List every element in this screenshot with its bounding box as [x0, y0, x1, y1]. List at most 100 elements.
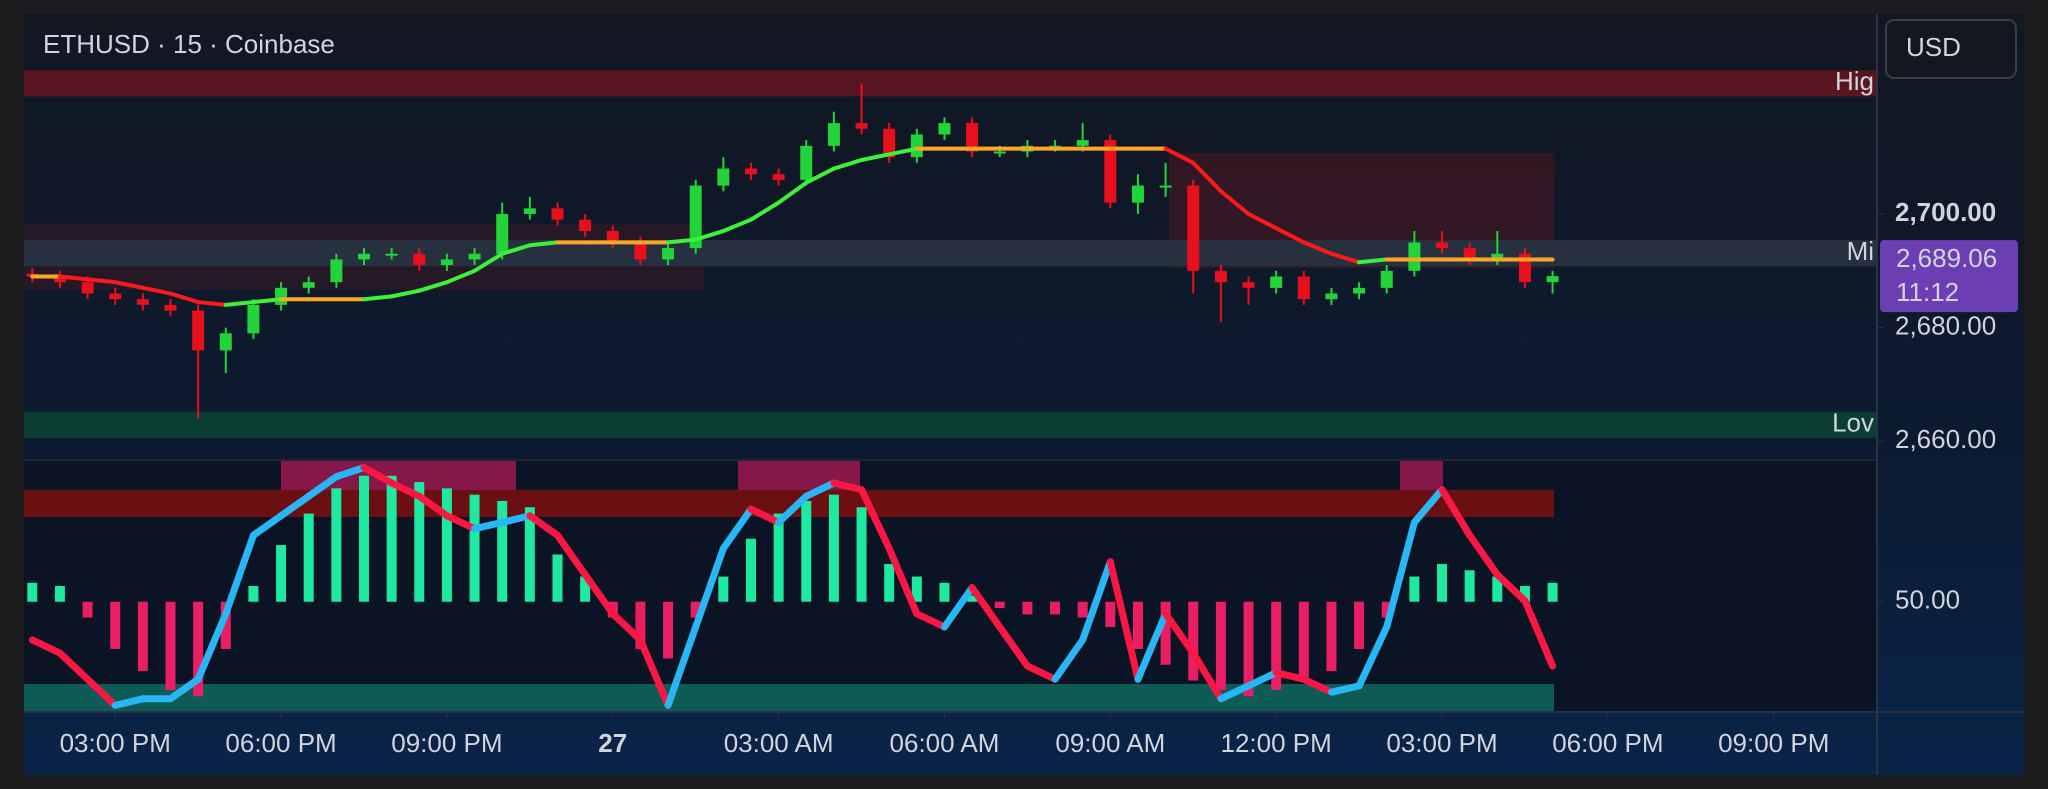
zone [24, 411, 1876, 438]
oscillator-line [222, 531, 257, 618]
histogram-bar [939, 582, 950, 602]
histogram-bar [27, 582, 38, 602]
trend-line [776, 180, 809, 205]
trend-line [140, 285, 173, 296]
oscillator-line [332, 464, 368, 481]
histogram-bar [193, 601, 204, 697]
zone [24, 70, 1876, 97]
currency-button[interactable] [1885, 19, 2017, 79]
oscillator-line [526, 512, 561, 539]
trend-line [1218, 189, 1251, 216]
candle-body [357, 253, 370, 260]
candle-body [1436, 242, 1449, 249]
candle-body [1297, 276, 1310, 300]
oscillator-line [443, 512, 479, 533]
oscillator-line [996, 623, 1031, 670]
oscillator-line [858, 486, 893, 553]
trend-line [1246, 211, 1279, 231]
trend-line [859, 152, 892, 163]
oscillator-line [1023, 662, 1059, 683]
candle-body [109, 293, 122, 300]
zone-label: Lov [1832, 408, 1874, 438]
zone [24, 240, 1876, 267]
x-tick-label: 06:00 PM [1552, 728, 1663, 758]
trend-line [693, 229, 726, 242]
histogram-bar [856, 507, 867, 602]
candle-body [1325, 293, 1338, 300]
histogram-bar [718, 576, 729, 602]
countdown-label: 11:12 [1896, 277, 1959, 307]
trend-line [1274, 226, 1306, 245]
histogram-bar [165, 601, 176, 690]
histogram-bar [303, 513, 314, 602]
candle-body [385, 253, 398, 256]
oscillator-line [1493, 571, 1529, 605]
x-tick-label: 12:00 PM [1221, 728, 1332, 758]
histogram-bar [635, 601, 646, 649]
trend-line [721, 217, 753, 234]
oscillator-line [277, 492, 313, 520]
histogram-bar [1547, 582, 1558, 602]
oscillator-line [553, 531, 589, 579]
histogram-bar [1492, 576, 1503, 602]
candle-body [662, 248, 675, 260]
oscillator-line [1521, 597, 1557, 670]
histogram-bar [1188, 601, 1199, 681]
histogram-bar [1464, 570, 1475, 602]
candle-body [772, 174, 785, 180]
y-tick-label: 2,680.00 [1895, 310, 1996, 340]
plot [26, 83, 1559, 709]
candle-body [938, 123, 951, 135]
trend-line [444, 268, 477, 285]
trend-line [196, 300, 228, 307]
histogram-bar [828, 494, 839, 602]
candle-body [1076, 140, 1089, 146]
trend-line [831, 158, 864, 171]
histogram-bar [110, 601, 121, 649]
trend-line [1301, 240, 1334, 256]
trend-line [389, 288, 422, 299]
oscillator-line [249, 512, 285, 539]
trend-line [748, 200, 781, 222]
currency-label[interactable]: USD [1906, 32, 1961, 62]
last-price-label: 2,689.06 [1896, 243, 1997, 273]
histogram-bar [745, 538, 756, 602]
histogram-bar [1326, 601, 1337, 672]
candle-body [81, 282, 94, 294]
candle-body [1131, 185, 1144, 203]
oscillator-line [1217, 682, 1253, 703]
oscillator-line [747, 505, 783, 526]
histogram-bar [1271, 601, 1282, 690]
osc-tick-label: 50.00 [1895, 585, 1960, 615]
x-tick-label: 03:00 AM [724, 728, 834, 758]
x-tick-label: 03:00 PM [1386, 728, 1497, 758]
candle-body [275, 287, 288, 305]
histogram-bar [1160, 601, 1171, 665]
trend-line [1191, 160, 1223, 194]
candle-body [468, 253, 481, 260]
zone-label: Mi [1847, 236, 1874, 266]
histogram-bar [1105, 601, 1116, 627]
candle-body [302, 282, 315, 288]
zone-label: Hig [1835, 66, 1874, 96]
candle-body [192, 310, 205, 351]
oscillator-line [111, 695, 147, 709]
candle-body [1214, 270, 1227, 283]
histogram-bar [967, 595, 978, 602]
trend-line [472, 251, 505, 273]
oscillator-line [360, 464, 396, 487]
x-tick-label: 27 [598, 728, 627, 758]
oscillator-line [913, 610, 948, 631]
oscillator-line [498, 512, 534, 526]
oscillator-line [692, 545, 727, 631]
trend-line [113, 280, 145, 290]
oscillator-line [775, 492, 810, 526]
histogram-bar [524, 507, 535, 602]
histogram-bar [276, 545, 287, 602]
histogram-bar [690, 601, 701, 618]
histogram-bar [1050, 601, 1061, 615]
candle-body [164, 304, 177, 311]
histogram-bar [994, 601, 1005, 609]
candle-body [800, 145, 813, 180]
